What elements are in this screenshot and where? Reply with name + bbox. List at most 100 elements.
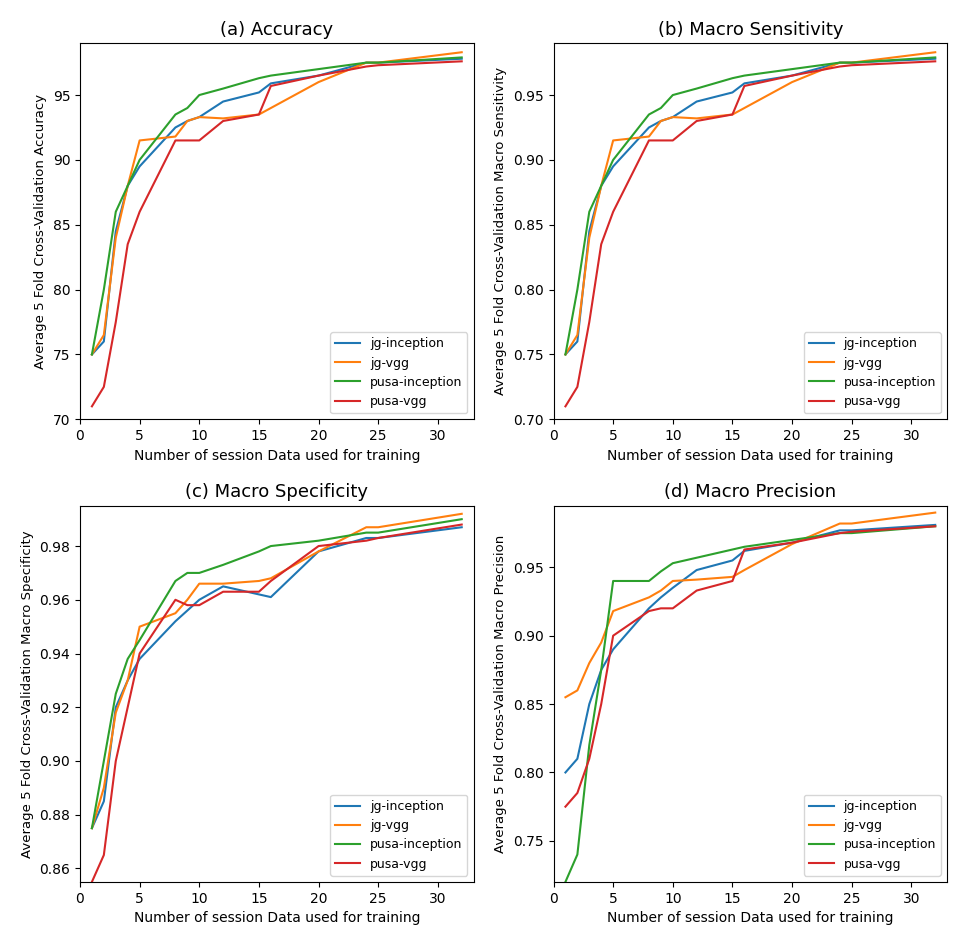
pusa-vgg bbox=[86, 876, 98, 887]
jg-inception bbox=[739, 78, 750, 89]
pusa-vgg bbox=[727, 109, 739, 120]
pusa-inception bbox=[110, 688, 122, 699]
jg-inception bbox=[313, 546, 324, 557]
pusa-vgg bbox=[667, 134, 679, 146]
jg-inception bbox=[313, 70, 324, 81]
jg-vgg bbox=[218, 113, 229, 124]
pusa-inception bbox=[218, 83, 229, 95]
jg-inception bbox=[643, 603, 654, 614]
pusa-vgg bbox=[456, 56, 468, 67]
jg-inception bbox=[122, 674, 134, 686]
Line: pusa-inception: pusa-inception bbox=[565, 58, 935, 355]
jg-vgg bbox=[571, 685, 583, 696]
pusa-vgg bbox=[122, 702, 134, 713]
jg-vgg bbox=[691, 113, 703, 124]
pusa-vgg bbox=[834, 61, 846, 72]
jg-vgg bbox=[194, 112, 205, 123]
Legend: jg-inception, jg-vgg, pusa-inception, pusa-vgg: jg-inception, jg-vgg, pusa-inception, pu… bbox=[330, 795, 468, 876]
jg-inception bbox=[595, 664, 607, 675]
jg-inception bbox=[456, 521, 468, 533]
pusa-vgg bbox=[110, 316, 122, 327]
jg-inception bbox=[169, 122, 181, 133]
pusa-vgg bbox=[739, 80, 750, 92]
jg-vgg bbox=[110, 707, 122, 718]
Y-axis label: Average 5 Fold Cross-Validation Macro Sensitivity: Average 5 Fold Cross-Validation Macro Se… bbox=[495, 67, 507, 395]
pusa-inception bbox=[607, 154, 619, 166]
jg-inception bbox=[360, 57, 372, 68]
jg-vgg bbox=[667, 575, 679, 587]
pusa-inception bbox=[560, 876, 571, 887]
jg-inception bbox=[253, 588, 264, 600]
pusa-vgg bbox=[643, 134, 654, 146]
jg-vgg bbox=[786, 77, 798, 88]
jg-vgg bbox=[643, 131, 654, 142]
pusa-inception bbox=[607, 575, 619, 587]
pusa-inception bbox=[727, 73, 739, 84]
pusa-inception bbox=[194, 568, 205, 579]
pusa-inception bbox=[373, 527, 384, 538]
pusa-inception bbox=[169, 575, 181, 587]
pusa-inception bbox=[786, 63, 798, 75]
pusa-vgg bbox=[846, 60, 858, 71]
jg-inception bbox=[265, 78, 277, 89]
jg-vgg bbox=[360, 521, 372, 533]
pusa-inception bbox=[643, 575, 654, 587]
jg-vgg bbox=[846, 517, 858, 529]
pusa-inception bbox=[595, 180, 607, 191]
Line: jg-vgg: jg-vgg bbox=[92, 514, 462, 828]
jg-inception bbox=[727, 87, 739, 98]
jg-inception bbox=[667, 112, 679, 123]
jg-inception bbox=[846, 525, 858, 536]
jg-inception bbox=[691, 565, 703, 576]
pusa-inception bbox=[265, 540, 277, 552]
X-axis label: Number of session Data used for training: Number of session Data used for training bbox=[134, 911, 420, 925]
jg-vgg bbox=[834, 517, 846, 529]
jg-inception bbox=[194, 112, 205, 123]
pusa-inception bbox=[265, 70, 277, 81]
jg-vgg bbox=[584, 657, 595, 669]
Y-axis label: Average 5 Fold Cross-Validation Accuracy: Average 5 Fold Cross-Validation Accuracy bbox=[34, 94, 47, 369]
jg-inception bbox=[134, 161, 145, 172]
pusa-vgg bbox=[655, 603, 667, 614]
pusa-inception bbox=[929, 520, 941, 532]
jg-inception bbox=[667, 582, 679, 593]
jg-vgg bbox=[643, 591, 654, 603]
pusa-vgg bbox=[313, 70, 324, 81]
jg-vgg bbox=[86, 349, 98, 360]
pusa-inception bbox=[110, 206, 122, 218]
jg-vgg bbox=[846, 57, 858, 68]
pusa-inception bbox=[846, 528, 858, 539]
Line: jg-vgg: jg-vgg bbox=[565, 513, 935, 697]
jg-inception bbox=[595, 180, 607, 191]
jg-inception bbox=[253, 87, 264, 98]
jg-vgg bbox=[727, 109, 739, 120]
jg-inception bbox=[560, 349, 571, 360]
jg-vgg bbox=[194, 578, 205, 589]
Y-axis label: Average 5 Fold Cross-Validation Macro Specificity: Average 5 Fold Cross-Validation Macro Sp… bbox=[21, 530, 34, 858]
jg-vgg bbox=[456, 46, 468, 58]
jg-inception bbox=[607, 643, 619, 655]
pusa-inception bbox=[98, 284, 109, 295]
pusa-vgg bbox=[929, 520, 941, 532]
jg-inception bbox=[786, 537, 798, 549]
jg-inception bbox=[169, 616, 181, 627]
pusa-vgg bbox=[691, 115, 703, 127]
pusa-inception bbox=[834, 528, 846, 539]
pusa-inception bbox=[584, 206, 595, 218]
pusa-vgg bbox=[98, 381, 109, 393]
Legend: jg-inception, jg-vgg, pusa-inception, pusa-vgg: jg-inception, jg-vgg, pusa-inception, pu… bbox=[803, 332, 941, 413]
Title: (b) Macro Sensitivity: (b) Macro Sensitivity bbox=[657, 21, 843, 39]
jg-inception bbox=[456, 53, 468, 64]
jg-vgg bbox=[360, 57, 372, 68]
pusa-vgg bbox=[929, 56, 941, 67]
jg-inception bbox=[98, 336, 109, 347]
jg-inception bbox=[834, 525, 846, 536]
jg-vgg bbox=[98, 329, 109, 341]
jg-inception bbox=[571, 336, 583, 347]
pusa-inception bbox=[834, 57, 846, 68]
jg-inception bbox=[727, 554, 739, 566]
Line: jg-inception: jg-inception bbox=[565, 59, 935, 355]
pusa-inception bbox=[571, 849, 583, 860]
jg-inception bbox=[739, 545, 750, 556]
pusa-inception bbox=[313, 535, 324, 547]
